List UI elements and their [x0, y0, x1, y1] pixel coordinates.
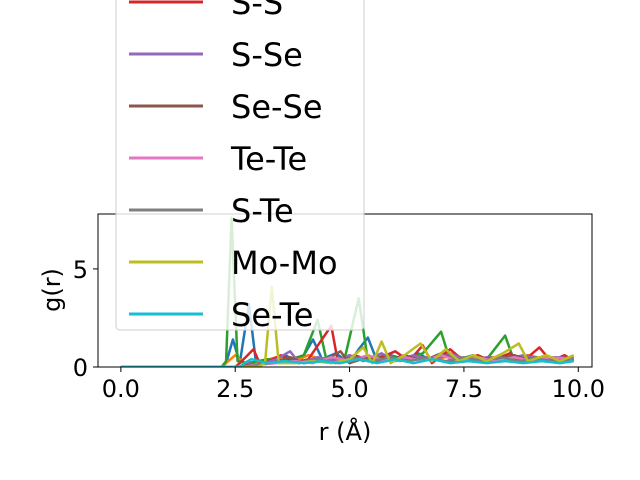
ticks-layer: 0.0 2.5 5.0 7.5 10.0 0 5 [73, 256, 605, 403]
x-tick-label: 10.0 [552, 375, 605, 403]
legend-label: Se-Se [231, 88, 323, 126]
y-axis-label: g(r) [38, 268, 66, 312]
series-layer [120, 216, 575, 367]
series-line-9 [120, 357, 574, 367]
series-line-2 [120, 216, 574, 367]
legend: S-S S-Se Se-Se Te-Te S-Te Mo-Mo Se-Te [115, 0, 365, 334]
legend-label: Se-Te [231, 296, 313, 334]
x-tick-label: 2.5 [216, 375, 254, 403]
x-tick-label: 0.0 [102, 375, 140, 403]
legend-label: S-Te [231, 192, 294, 230]
y-tick-label: 5 [73, 256, 88, 284]
legend-box [115, 0, 365, 331]
y-tick-label: 0 [73, 354, 88, 382]
x-tick-label: 5.0 [330, 375, 368, 403]
legend-label: Mo-Mo [231, 244, 338, 282]
x-axis-label: r (Å) [319, 417, 372, 446]
legend-label: Te-Te [230, 140, 307, 178]
x-tick-label: 7.5 [445, 375, 483, 403]
legend-label: S-Se [231, 36, 303, 74]
legend-label: S-S [231, 0, 283, 22]
